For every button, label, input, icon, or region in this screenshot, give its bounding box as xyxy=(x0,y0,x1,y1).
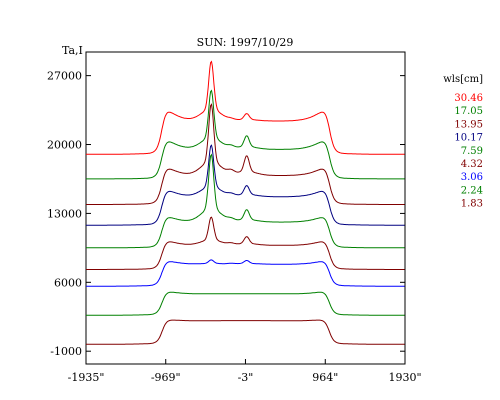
y-tick-label: 20000 xyxy=(47,139,82,152)
x-tick-label: 1930" xyxy=(388,371,421,384)
plot-frame xyxy=(85,51,406,365)
legend-entry: 10.17 xyxy=(454,133,483,144)
x-tick-label: -969" xyxy=(151,371,181,384)
series-line-7.59 xyxy=(86,153,405,249)
curves-group xyxy=(86,60,405,345)
x-tick-label: -1935" xyxy=(68,371,105,384)
chart-title: SUN: 1997/10/29 xyxy=(197,36,294,49)
legend-entry: 4.32 xyxy=(461,159,483,170)
y-tick-label: 13000 xyxy=(47,207,82,220)
legend-entry: 1.83 xyxy=(461,199,483,210)
series-line-4.32 xyxy=(86,216,405,270)
x-tick-label: 964" xyxy=(312,371,338,384)
legend-group: wls[cm] 30.46 17.05 13.95 10.17 7.59 4.32 3.06… xyxy=(443,74,483,210)
series-line-2.24 xyxy=(86,291,405,316)
series-line-10.17 xyxy=(86,144,405,226)
legend-entry: 17.05 xyxy=(454,106,483,117)
legend-entry: 3.06 xyxy=(461,172,483,183)
legend-entry: 2.24 xyxy=(461,185,483,196)
series-line-17.05 xyxy=(86,89,405,180)
series-line-13.95 xyxy=(86,103,405,205)
series-line-3.06 xyxy=(86,259,405,287)
series-line-30.46 xyxy=(86,60,405,155)
y-tick-label: 6000 xyxy=(54,276,82,289)
legend-entry: 30.46 xyxy=(454,93,483,104)
y-tick-label: 27000 xyxy=(47,70,82,83)
y-tick-label: -1000 xyxy=(50,345,82,358)
legend-title: wls[cm] xyxy=(443,74,483,85)
legend-entry: 7.59 xyxy=(461,146,483,157)
x-tick-label: -3" xyxy=(238,371,254,384)
axes-group: 27000 20000 13000 6000 -1000 -1935" -969" -3" 96… xyxy=(47,70,422,384)
series-line-1.83 xyxy=(86,319,405,345)
legend-entry: 13.95 xyxy=(454,119,483,130)
y-axis-label: Ta,I xyxy=(62,44,83,57)
